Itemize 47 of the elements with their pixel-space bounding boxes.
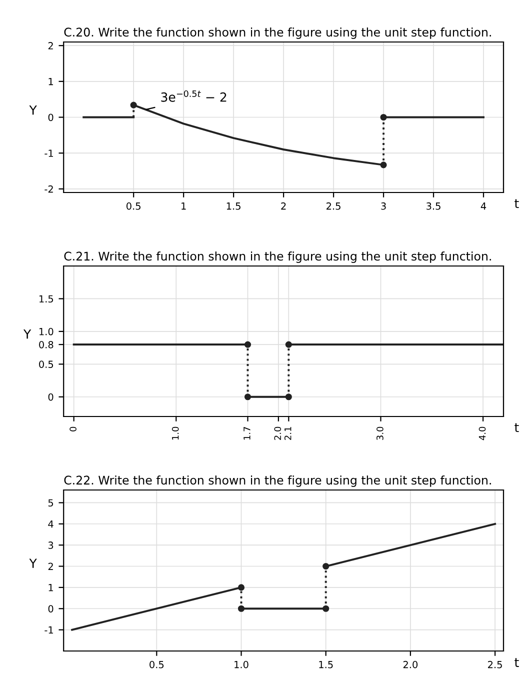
- y-tick-label: 0: [48, 114, 54, 122]
- y-tick-label: -2: [44, 185, 53, 193]
- y-tick-label: 0: [48, 393, 54, 401]
- x-axis-title: t: [514, 423, 519, 432]
- chart-title: C.20. Write the function shown in the figure using the unit step function.: [64, 27, 491, 39]
- y-tick-label: 0: [48, 605, 54, 612]
- x-tick-label: 1.5: [319, 661, 333, 668]
- x-tick-label: 2.1: [284, 427, 292, 440]
- annotation: 3e$^{−0.5t}$ − 2: [161, 90, 226, 102]
- y-tick-label: -1: [44, 626, 53, 634]
- x-tick-label: 1.5: [226, 202, 240, 210]
- y-tick-label: 1.5: [39, 295, 54, 303]
- y-tick-label: 2: [48, 42, 53, 50]
- y-tick-label: 0.5: [39, 360, 54, 368]
- x-tick-label: 2.0: [274, 426, 282, 440]
- x-tick-label: 2.0: [403, 660, 418, 668]
- chart-title: C.21. Write the function shown in the figure using the unit step function.: [64, 251, 491, 263]
- x-axis-title: t: [514, 658, 519, 667]
- y-tick-label: 1.0: [39, 328, 54, 336]
- x-tick-label: 3: [381, 202, 386, 210]
- x-tick-label: 3.0: [376, 426, 384, 440]
- y-tick-label: 1: [48, 78, 53, 86]
- x-tick-label: 3.5: [426, 202, 440, 210]
- x-tick-label: 1.7: [244, 426, 250, 440]
- x-tick-label: 0: [70, 426, 76, 432]
- x-tick-label: 1.0: [172, 426, 179, 440]
- x-tick-label: 2: [281, 202, 286, 210]
- x-tick-label: 0.5: [150, 660, 164, 668]
- x-tick-label: 2.5: [488, 660, 502, 668]
- y-tick-label: 0.8: [39, 341, 54, 348]
- x-tick-label: 1: [182, 202, 186, 210]
- y-tick-label: 1: [48, 584, 53, 592]
- y-axis-title: Y: [23, 330, 32, 339]
- x-tick-label: 4: [480, 202, 486, 210]
- x-tick-label: 2.5: [326, 202, 340, 210]
- y-tick-label: 4: [48, 520, 54, 528]
- y-tick-label: 5: [48, 499, 54, 507]
- chart-title: C.22. Write the function shown in the figure using the unit step function.: [64, 475, 491, 487]
- x-tick-label: 1.0: [234, 660, 248, 668]
- y-tick-label: -1: [44, 150, 53, 157]
- y-axis-title: Y: [29, 106, 37, 115]
- y-axis-title: Y: [29, 558, 37, 568]
- x-axis-title: t: [514, 199, 519, 208]
- x-tick-label: 4.0: [478, 426, 486, 440]
- y-tick-label: 3: [48, 542, 54, 549]
- y-tick-label: 2: [48, 562, 53, 570]
- x-tick-label: 0.5: [126, 202, 140, 210]
